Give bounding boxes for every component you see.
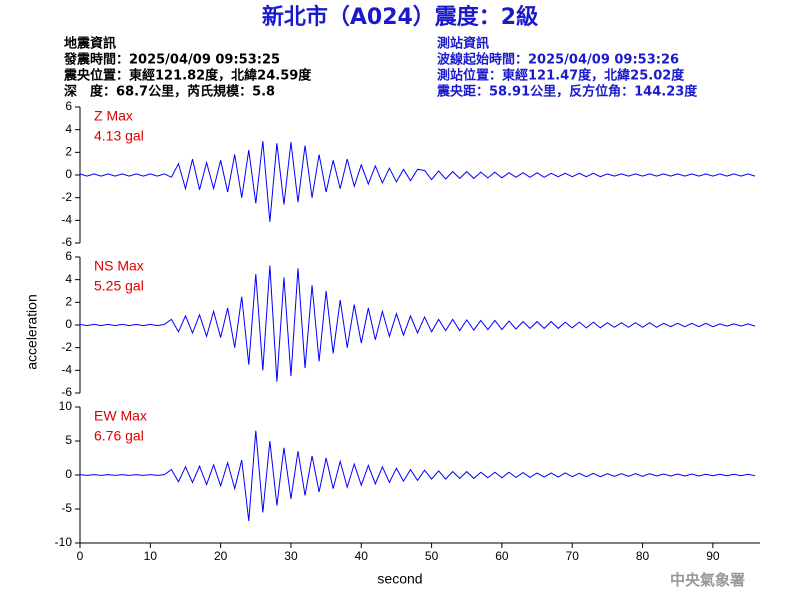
info-line: 測站位置：東經121.47度，北緯25.02度	[437, 68, 685, 84]
channel-label: Z Max	[94, 108, 133, 124]
channel-label: EW Max	[94, 408, 147, 424]
y-tick-label: -2	[61, 190, 72, 204]
x-tick-label: 60	[495, 549, 509, 563]
info-line: 深 度：68.7公里，芮氏規模：5.8	[64, 84, 275, 100]
info-line: 發震時間：2025/04/09 09:53:25	[63, 52, 280, 68]
info-line: 震央位置：東經121.82度，北緯24.59度	[63, 68, 312, 84]
title: 新北市（A024）震度：2級	[262, 4, 538, 30]
x-tick-label: 40	[355, 549, 369, 563]
y-tick-label: -5	[61, 501, 72, 515]
info-line: 波線起始時間：2025/04/09 09:53:26	[437, 52, 679, 68]
y-tick-label: 0	[65, 167, 72, 181]
y-tick-label: 4	[65, 122, 72, 136]
y-tick-label: 0	[65, 467, 72, 481]
x-tick-label: 0	[77, 549, 84, 563]
y-tick-label: 5	[65, 433, 72, 447]
y-tick-label: -4	[61, 363, 72, 377]
y-tick-label: 0	[65, 317, 72, 331]
waveform	[79, 265, 756, 382]
waveform	[79, 430, 756, 522]
info-line: 地震資訊	[64, 36, 116, 52]
y-tick-label: -6	[61, 235, 72, 249]
y-tick-label: 6	[65, 249, 72, 263]
max-label: 6.76 gal	[94, 428, 144, 444]
max-label: 5.25 gal	[94, 278, 144, 294]
x-axis-label: second	[377, 571, 422, 587]
y-tick-label: 6	[65, 99, 72, 113]
x-tick-label: 50	[425, 549, 439, 563]
waveform	[79, 140, 756, 222]
footer: 中央氣象署	[670, 571, 745, 589]
y-tick-label: -4	[61, 213, 72, 227]
y-tick-label: 2	[65, 295, 72, 309]
x-tick-label: 20	[214, 549, 228, 563]
x-tick-label: 70	[566, 549, 580, 563]
y-tick-label: -6	[61, 385, 72, 399]
y-tick-label: -10	[55, 535, 73, 549]
y-tick-label: 2	[65, 145, 72, 159]
max-label: 4.13 gal	[94, 128, 144, 144]
x-tick-label: 30	[284, 549, 298, 563]
x-tick-label: 80	[636, 549, 650, 563]
y-tick-label: 10	[59, 399, 73, 413]
x-tick-label: 10	[144, 549, 158, 563]
x-tick-label: 90	[706, 549, 720, 563]
y-axis-label: acceleration	[24, 294, 40, 370]
channel-label: NS Max	[94, 258, 144, 274]
y-tick-label: -2	[61, 340, 72, 354]
info-line: 震央距：58.91公里，反方位角：144.23度	[436, 84, 698, 100]
y-tick-label: 4	[65, 272, 72, 286]
info-line: 測站資訊	[437, 36, 489, 52]
